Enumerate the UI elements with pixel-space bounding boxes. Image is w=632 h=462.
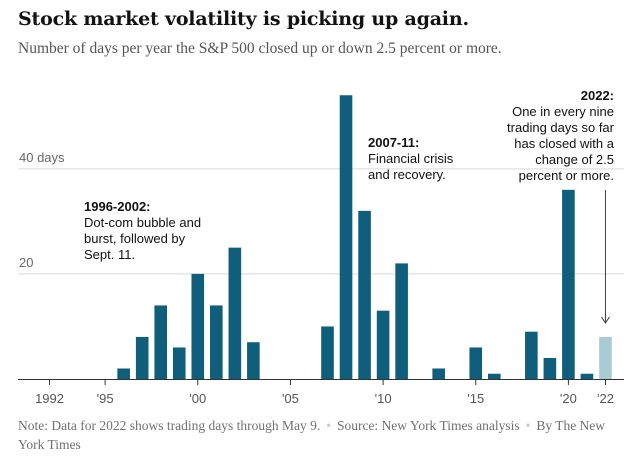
bar-1996: [117, 368, 130, 379]
y-tick-label: 20: [19, 255, 33, 270]
x-tick-label: '00: [189, 391, 206, 406]
separator-dot: •: [326, 418, 331, 433]
bar-1997: [135, 336, 149, 379]
y-tick-label: 40 days: [19, 150, 65, 165]
annotation-dotcom-line: burst, followed by: [84, 231, 186, 246]
x-tick-label: '22: [597, 391, 614, 406]
bar-2018: [525, 331, 538, 379]
annotation-2022-line: change of 2.5: [535, 152, 614, 167]
gridlines: [18, 168, 624, 275]
x-tick-label: '05: [282, 391, 299, 406]
bar-2013: [432, 368, 445, 379]
chart-title: Stock market volatility is picking up ag…: [18, 8, 469, 30]
annotation-financial-head: 2007-11:: [368, 135, 420, 150]
bar-2007: [321, 326, 334, 379]
source-text: Source: New York Times analysis: [336, 418, 520, 433]
annotation-2022-line: One in every nine: [512, 104, 614, 119]
x-tick-label: '10: [375, 391, 392, 406]
bar-2019: [543, 357, 557, 379]
bar-2011: [395, 263, 408, 379]
arrow-head: [601, 316, 610, 324]
bar-2016: [487, 373, 501, 379]
y-tick-labels: 20 40 days: [19, 150, 65, 270]
annotation-dotcom-line: Dot-com bubble and: [84, 215, 202, 230]
annotation-2022-line: has closed with a: [514, 136, 614, 151]
chart-subtitle: Number of days per year the S&P 500 clos…: [18, 40, 502, 57]
annotation-2022-line: percent or more.: [518, 168, 614, 183]
bar-2008: [339, 95, 353, 379]
bar-2015: [469, 347, 483, 379]
byline-text: By The New York Times: [18, 418, 606, 452]
x-tick-label: '15: [467, 391, 484, 406]
bar-2010: [376, 310, 390, 379]
annotation-dotcom-head: 1996-2002:: [84, 199, 151, 214]
separator-dot: •: [525, 418, 531, 433]
note-text: Note: Data for 2022 shows trading days t…: [18, 418, 321, 433]
bar-2022: [599, 336, 612, 379]
annotation-2022-line: trading days so far: [507, 120, 614, 135]
x-tick-label: '95: [97, 391, 114, 406]
bar-1999: [172, 347, 186, 379]
bar-1998: [154, 305, 168, 379]
annotation-arrow: [601, 190, 610, 324]
annotation-financial-line: and recovery.: [368, 167, 446, 182]
annotation-dotcom: 1996-2002: Dot-com bubble and burst, fol…: [84, 199, 201, 263]
bar-2021: [580, 373, 594, 379]
annotation-dotcom-line: Sept. 11.: [84, 247, 136, 262]
bar-2009: [358, 210, 371, 379]
bar-2002: [228, 247, 242, 379]
bar-chart: 1992 '95 '00 '05 '10 '15 '20 '22 20 40 days: [18, 95, 624, 406]
x-tick-label: '20: [560, 391, 577, 406]
bar-2003: [247, 342, 260, 379]
chart-footnote: Note: Data for 2022 shows trading days t…: [18, 416, 618, 454]
bar-2020: [562, 189, 575, 379]
annotation-financial: 2007-11: Financial crisis and recovery.: [368, 135, 453, 183]
x-axis: 1992 '95 '00 '05 '10 '15 '20 '22: [18, 379, 624, 406]
bars: [117, 95, 612, 379]
bar-2001: [210, 305, 223, 379]
bar-2000: [191, 273, 205, 379]
annotation-2022: 2022: One in every nine trading days so …: [507, 88, 614, 184]
annotation-2022-head: 2022:: [580, 88, 614, 103]
annotation-financial-line: Financial crisis: [368, 151, 454, 166]
x-tick-label: 1992: [35, 391, 64, 406]
